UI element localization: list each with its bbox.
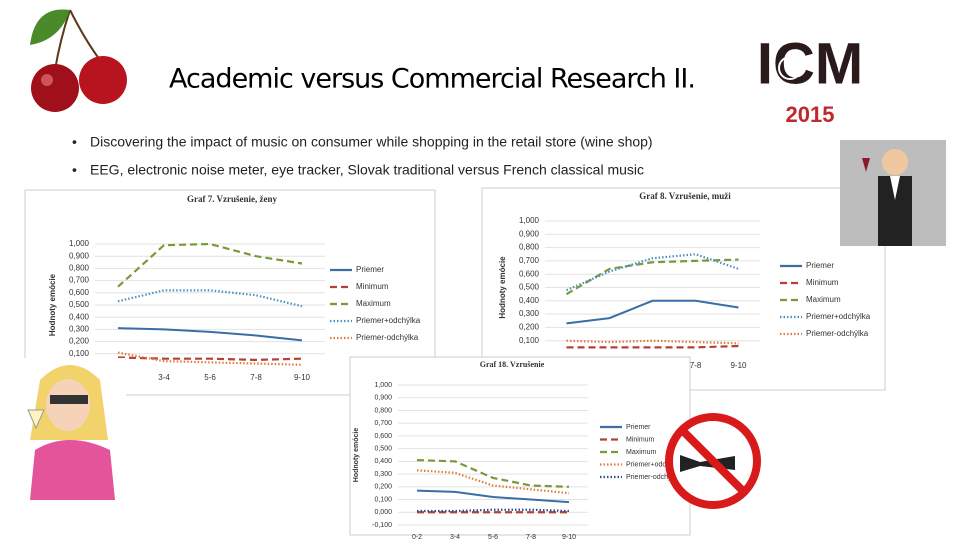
y-tick-label: 0,700 xyxy=(519,256,540,265)
y-tick-label: 0,100 xyxy=(374,496,392,503)
y-tick-label: 0,500 xyxy=(374,445,392,452)
legend-label: Priemer+odchýlka xyxy=(806,312,871,321)
chart-background xyxy=(481,187,886,391)
y-axis-label: Hodnoty emócie xyxy=(353,428,360,483)
y-tick-label: 0,200 xyxy=(374,484,392,491)
chart: Graf 8. Vzrušenie, muži Hodnoty emócie 0,1… xyxy=(481,187,886,391)
y-tick-label: 0,200 xyxy=(519,323,540,332)
series-line xyxy=(117,242,303,288)
y-tick-label: 0,500 xyxy=(69,300,90,309)
y-tick-label: 0,200 xyxy=(69,337,90,346)
y-tick-label: 0,700 xyxy=(69,276,90,285)
x-tick-label: 9-10 xyxy=(730,361,747,370)
series-line xyxy=(566,299,739,325)
chart-background xyxy=(349,356,691,536)
bullet: EEG, electronic noise meter, eye tracker… xyxy=(90,162,644,178)
legend-label: Maximum xyxy=(626,449,657,456)
no-horn-sign xyxy=(665,413,761,509)
x-tick-label: 7-8 xyxy=(250,373,262,382)
x-tick-label: 7-8 xyxy=(690,361,702,370)
legend-label: Priemer xyxy=(806,261,834,270)
y-tick-label: 0,600 xyxy=(519,269,540,278)
bullet-dot: • xyxy=(72,162,77,178)
series-line xyxy=(566,339,739,345)
charts: Graf 7. Vzrušenie, ženy Hodnoty emócie 0,1… xyxy=(24,187,886,541)
bullet: Discovering the impact of music on consu… xyxy=(90,134,653,150)
y-tick-label: 0,800 xyxy=(69,264,90,273)
y-tick-label: 0,400 xyxy=(69,312,90,321)
x-tick-label: 3-4 xyxy=(450,534,460,540)
legend-label: Priemer+odchýlka xyxy=(356,316,421,325)
logo: ICM 2015 xyxy=(757,31,863,126)
y-tick-label: 0,700 xyxy=(374,420,392,427)
series-line xyxy=(565,258,739,296)
x-tick-label: 3-4 xyxy=(158,373,170,382)
chart-title: Graf 8. Vzrušenie, muži xyxy=(639,191,731,201)
chart: Graf 18. Vzrušenie Hodnoty emócie -0,100 0,… xyxy=(349,356,691,541)
legend-label: Priemer xyxy=(356,265,384,274)
legend-label: Minimum xyxy=(626,436,655,443)
x-tick-label: 9-10 xyxy=(562,534,576,540)
y-tick-label: 0,900 xyxy=(374,395,392,402)
legend-label: Priemer-odchýlka xyxy=(806,329,869,338)
logo-globe xyxy=(778,56,802,80)
y-tick-label: 0,900 xyxy=(69,251,90,260)
chart-title: Graf 7. Vzrušenie, ženy xyxy=(187,194,278,204)
y-tick-label: 0,500 xyxy=(519,283,540,292)
logo-text: ICM xyxy=(757,31,863,96)
y-tick-label: 0,400 xyxy=(519,296,540,305)
series-line xyxy=(117,356,303,362)
slide-title: Academic versus Commercial Research II. xyxy=(169,64,695,95)
chart-title: Graf 18. Vzrušenie xyxy=(480,360,545,369)
y-tick-label: 0,000 xyxy=(374,509,392,516)
y-tick-label: 1,000 xyxy=(69,239,90,248)
y-tick-label: 0,300 xyxy=(69,325,90,334)
man-with-wine xyxy=(840,140,946,246)
series-line xyxy=(566,253,739,292)
x-tick-label: 0-2 xyxy=(412,534,422,540)
bullet-dot: • xyxy=(72,134,77,150)
legend-label: Priemer-odchýlka xyxy=(626,474,681,481)
y-tick-label: 0,800 xyxy=(519,243,540,252)
series-line xyxy=(416,469,570,495)
y-tick-label: 0,100 xyxy=(69,349,90,358)
series-line xyxy=(416,489,570,504)
y-tick-label: 0,300 xyxy=(374,471,392,478)
logo-year: 2015 xyxy=(786,102,835,127)
series-line xyxy=(117,327,303,342)
legend-label: Minimum xyxy=(356,282,389,291)
x-tick-label: 9-10 xyxy=(294,373,311,382)
x-tick-label: 5-6 xyxy=(204,373,216,382)
y-tick-label: 0,300 xyxy=(519,309,540,318)
y-axis-label: Hodnoty emócie xyxy=(498,256,507,319)
series-line xyxy=(566,344,739,349)
y-tick-label: 0,900 xyxy=(519,229,540,238)
legend-label: Maximum xyxy=(806,295,841,304)
legend-label: Priemer-odchýlka xyxy=(356,333,419,342)
series-line xyxy=(117,351,303,366)
y-tick-label: 0,800 xyxy=(374,407,392,414)
series-line xyxy=(417,508,570,513)
legend-label: Maximum xyxy=(356,299,391,308)
series-line xyxy=(416,458,570,488)
legend-label: Minimum xyxy=(806,278,839,287)
y-tick-label: 0,400 xyxy=(374,458,392,465)
y-tick-label: 1,000 xyxy=(374,382,392,389)
y-tick-label: 0,600 xyxy=(374,433,392,440)
x-tick-label: 7-8 xyxy=(526,534,536,540)
y-axis-label: Hodnoty emócie xyxy=(48,273,57,336)
cherries xyxy=(30,9,127,112)
y-tick-label: 0,100 xyxy=(519,336,540,345)
legend-label: Priemer+odchýlka xyxy=(626,461,682,468)
legend-label: Priemer xyxy=(626,424,651,431)
y-tick-label: 1,000 xyxy=(519,216,540,225)
y-tick-label: 0,600 xyxy=(69,288,90,297)
woman-with-wine xyxy=(20,358,126,500)
x-tick-label: 5-6 xyxy=(488,534,498,540)
series-line xyxy=(117,289,303,308)
y-tick-label: -0,100 xyxy=(372,522,392,529)
